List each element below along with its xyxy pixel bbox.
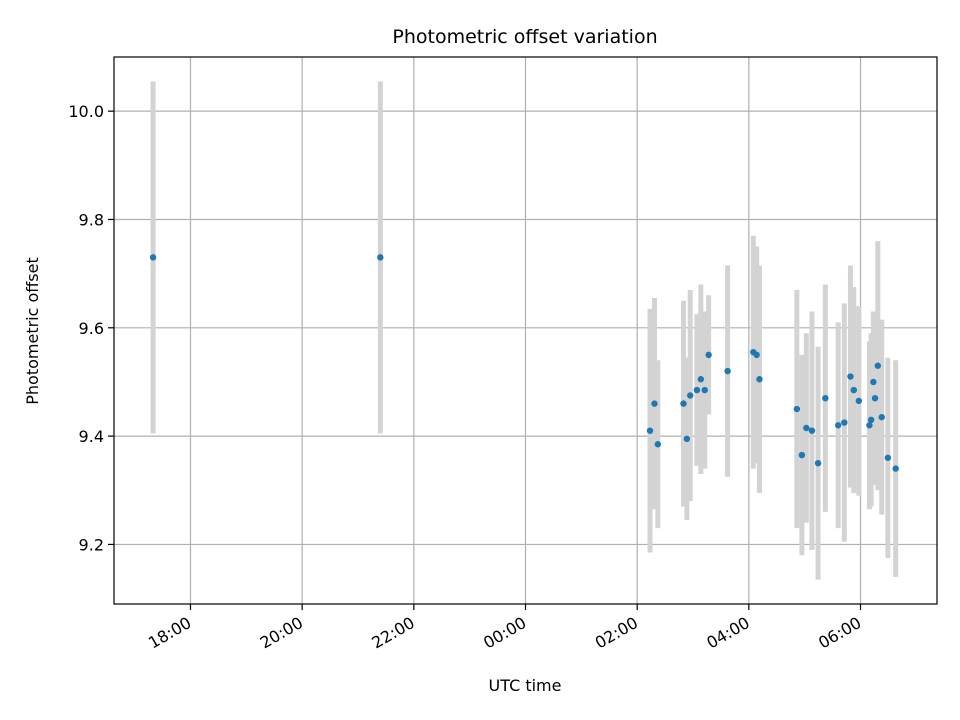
data-point xyxy=(756,376,763,383)
y-axis-label: Photometric offset xyxy=(23,257,42,405)
data-point xyxy=(705,351,712,359)
data-point xyxy=(697,376,705,383)
chart-title: Photometric offset variation xyxy=(392,26,657,48)
data-points xyxy=(149,254,899,472)
data-point xyxy=(680,400,687,407)
data-point xyxy=(871,394,879,402)
data-point xyxy=(149,254,157,261)
data-point xyxy=(855,397,863,405)
data-point xyxy=(793,405,801,413)
data-point xyxy=(841,419,848,426)
data-point xyxy=(870,378,877,386)
data-point xyxy=(847,373,854,380)
data-point xyxy=(814,459,822,467)
y-tick-label: 9.2 xyxy=(79,535,104,554)
data-point xyxy=(377,254,384,261)
y-axis-ticks: 9.2 9.4 9.6 9.8 10.0 xyxy=(68,102,114,554)
data-point xyxy=(654,441,662,448)
data-point xyxy=(808,427,816,434)
data-point xyxy=(867,416,875,424)
data-point xyxy=(892,465,899,472)
data-point xyxy=(866,422,873,429)
data-point xyxy=(822,394,829,402)
data-point xyxy=(693,386,701,394)
data-point xyxy=(834,422,842,429)
data-point xyxy=(651,400,658,407)
y-tick-label: 9.4 xyxy=(79,427,104,446)
data-point xyxy=(683,435,691,443)
grid xyxy=(114,57,937,604)
data-point xyxy=(884,454,892,461)
y-tick-label: 10.0 xyxy=(68,102,104,121)
data-point xyxy=(753,351,760,359)
data-point xyxy=(798,451,806,459)
x-axis-label: UTC time xyxy=(489,676,562,695)
y-tick-label: 9.6 xyxy=(79,319,104,338)
data-point xyxy=(874,362,882,369)
data-point xyxy=(803,424,810,432)
data-point xyxy=(850,386,858,394)
y-tick-label: 9.8 xyxy=(79,210,104,229)
data-point xyxy=(878,413,885,421)
data-point xyxy=(701,386,708,394)
data-point xyxy=(687,392,694,399)
data-point xyxy=(646,427,654,434)
data-point xyxy=(724,367,731,375)
